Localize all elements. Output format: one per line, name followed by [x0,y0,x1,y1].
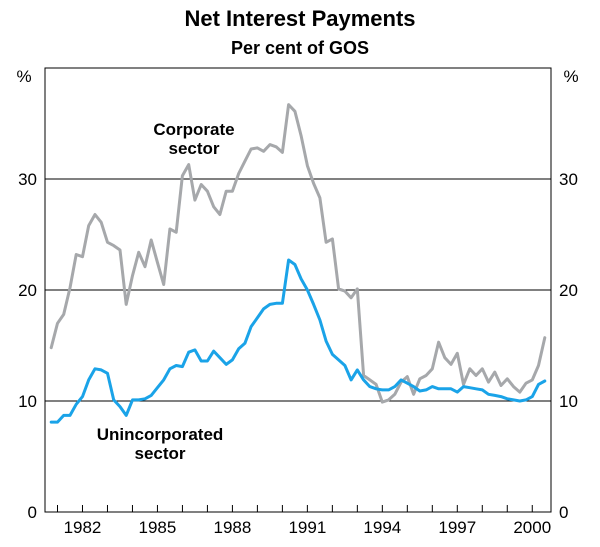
annotation-line: Corporate [153,120,234,139]
chart-title: Net Interest Payments [184,6,416,31]
y-tick-label-right: 30 [559,170,578,189]
x-tick-marks [56,505,533,512]
series-line-corporate [49,103,547,404]
chart-subtitle: Per cent of GOS [230,38,370,58]
annotation-line: Unincorporated [97,425,224,444]
y-tick-label-left: 20 [18,281,37,300]
plot-frame [44,67,552,513]
annotation-line: sector [168,139,219,158]
y-tick-label-right: 10 [559,392,578,411]
x-tick-label: 1991 [288,518,326,537]
gridlines [45,178,551,402]
annotation-corporate: Corporate sector [153,120,234,158]
x-tick-label: 2000 [513,518,551,537]
annotation-line: sector [134,444,185,463]
y-unit-right: % [563,67,578,86]
y-tick-label-left: 30 [18,170,37,189]
axis-labels: % % 0 0 10 10 20 20 30 30 1982 1985 1988 1991 1994 19… [16,67,578,537]
x-tick-label: 1982 [64,518,102,537]
y-tick-label-right: 20 [559,281,578,300]
y-tick-label-right: 0 [559,503,568,522]
x-tick-label: 1988 [213,518,251,537]
series-lines [49,103,547,424]
y-tick-label-left: 0 [28,503,37,522]
x-tick-label: 1994 [363,518,401,537]
series-line-unincorporated [49,258,547,424]
annotation-unincorporated: Unincorporated sector [97,425,224,463]
x-tick-label: 1997 [438,518,476,537]
y-tick-label-left: 10 [18,392,37,411]
y-unit-left: % [16,67,31,86]
x-tick-label: 1985 [139,518,177,537]
